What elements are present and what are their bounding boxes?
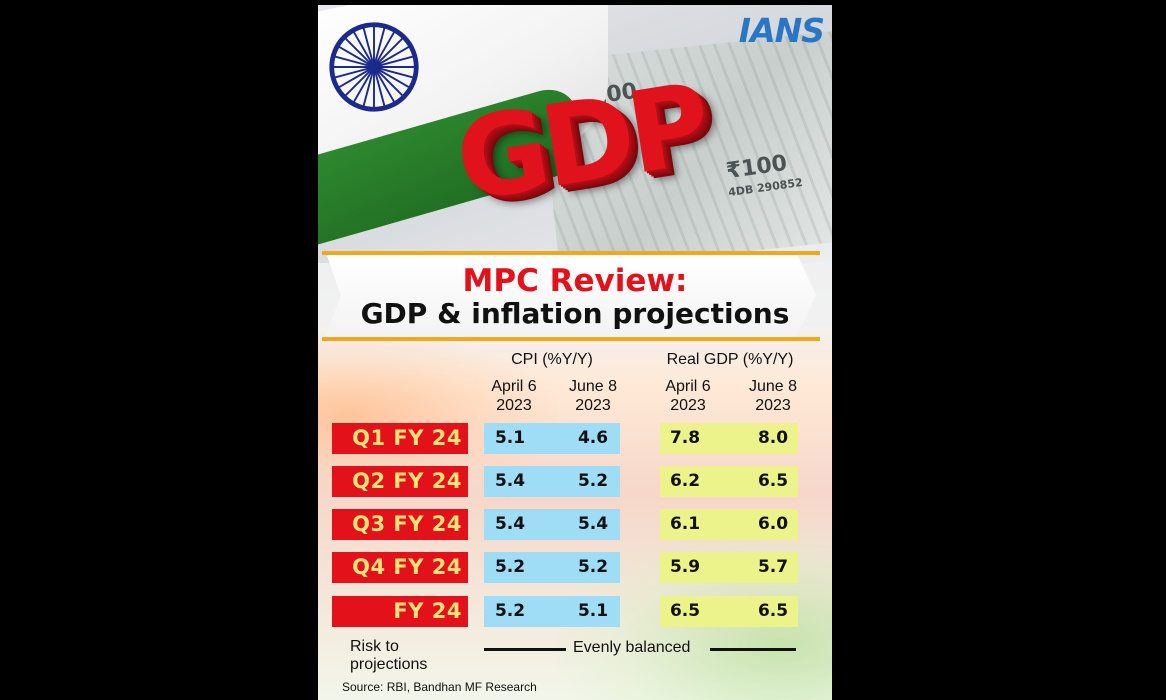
cpi-cell-band <box>484 552 620 583</box>
chakra-spoke <box>373 37 404 68</box>
column-header-line: 2023 <box>496 397 532 414</box>
risk-rule-right <box>710 648 796 651</box>
gdp-cell-band <box>660 552 798 583</box>
risk-value: Evenly balanced <box>573 639 691 656</box>
cpi-june-value: 4.6 <box>577 428 609 448</box>
column-header-line: 2023 <box>670 397 706 414</box>
cpi-cell-band <box>484 423 620 454</box>
column-header: April 6 2023 <box>480 377 548 415</box>
banner-subtitle: GDP & inflation projections <box>360 297 790 330</box>
gdp-april-value: 6.2 <box>669 471 701 491</box>
gdp-june-value: 5.7 <box>757 557 789 577</box>
cpi-cell-band <box>484 466 620 497</box>
chakra-spoke <box>373 27 386 68</box>
risk-label-line: projections <box>350 656 428 673</box>
banner-background <box>326 253 816 337</box>
gdp-june-value: 8.0 <box>757 428 789 448</box>
chakra-spoke <box>373 46 410 68</box>
row-label: Q4 FY 24 <box>332 552 468 583</box>
chakra-spoke <box>338 46 375 68</box>
gdp-april-value: 6.1 <box>669 514 701 534</box>
row-label: Q3 FY 24 <box>332 509 468 540</box>
column-header-line: April 6 <box>665 378 711 395</box>
ians-logo: IANS <box>738 11 825 50</box>
chakra-spoke <box>338 66 375 88</box>
gdp-cell-band <box>660 423 798 454</box>
row-label: Q2 FY 24 <box>332 466 468 497</box>
chakra-spoke <box>334 55 375 68</box>
cpi-june-value: 5.2 <box>577 557 609 577</box>
cpi-group-header: CPI (%Y/Y) <box>511 351 593 368</box>
chakra-spoke <box>373 66 410 88</box>
chakra-spoke <box>362 27 375 68</box>
chakra-spoke <box>362 66 375 107</box>
chakra-spoke <box>373 31 395 68</box>
chakra-spoke <box>353 31 375 68</box>
gdp-cell-band <box>660 509 798 540</box>
gdp-group-header: Real GDP (%Y/Y) <box>666 351 794 368</box>
gdp-cell-band <box>660 596 798 627</box>
cpi-cell-band <box>484 509 620 540</box>
column-header-line: June 8 <box>568 378 618 395</box>
column-header-line: June 8 <box>748 378 798 395</box>
gdp-june-value: 6.5 <box>757 471 789 491</box>
gdp-june-value: 6.0 <box>757 514 789 534</box>
chakra-spoke <box>344 37 375 68</box>
source-credit: Source: RBI, Bandhan MF Research <box>342 680 537 694</box>
gdp-cell-band <box>660 466 798 497</box>
chakra-spoke <box>373 66 395 103</box>
gdp-april-value: 5.9 <box>669 557 701 577</box>
ashoka-chakra-icon <box>329 22 419 112</box>
chakra-spoke <box>373 66 386 107</box>
chakra-spoke <box>373 66 414 79</box>
title-banner: MPC Review: GDP & inflation projections <box>318 251 832 341</box>
risk-rule-left <box>484 648 566 651</box>
banner-title: MPC Review: <box>462 263 688 299</box>
cpi-april-value: 5.1 <box>494 428 526 448</box>
banner-rule-top <box>322 251 820 255</box>
gdp-april-value: 7.8 <box>669 428 701 448</box>
row-label: FY 24 <box>332 596 468 627</box>
infographic-poster: ₹100 ₹100 4DB 290852 IANS GDP MPC Review… <box>318 5 832 700</box>
risk-label: Risk to projections <box>350 638 427 674</box>
chakra-spoke <box>373 66 404 97</box>
column-header: April 6 2023 <box>653 377 723 415</box>
chakra-spoke <box>353 66 375 103</box>
column-header-line: 2023 <box>755 397 791 414</box>
chakra-spoke <box>344 66 375 97</box>
column-header-line: April 6 <box>491 378 537 395</box>
chakra-spoke <box>334 66 375 79</box>
row-label: Q1 FY 24 <box>332 423 468 454</box>
cpi-april-value: 5.2 <box>494 601 526 621</box>
gdp-april-value: 6.5 <box>669 601 701 621</box>
cpi-april-value: 5.4 <box>494 471 526 491</box>
cpi-april-value: 5.2 <box>494 557 526 577</box>
gdp-june-value: 6.5 <box>757 601 789 621</box>
cpi-june-value: 5.1 <box>577 601 609 621</box>
cpi-cell-band <box>484 596 620 627</box>
banner-rule-bottom <box>322 337 820 341</box>
column-header: June 8 2023 <box>738 377 808 415</box>
cpi-april-value: 5.4 <box>494 514 526 534</box>
cpi-june-value: 5.2 <box>577 471 609 491</box>
column-header: June 8 2023 <box>558 377 628 415</box>
hero-image: ₹100 ₹100 4DB 290852 IANS GDP <box>318 5 832 263</box>
chakra-spoke <box>373 55 414 68</box>
cpi-june-value: 5.4 <box>577 514 609 534</box>
risk-label-line: Risk to <box>350 638 399 655</box>
column-header-line: 2023 <box>575 397 611 414</box>
